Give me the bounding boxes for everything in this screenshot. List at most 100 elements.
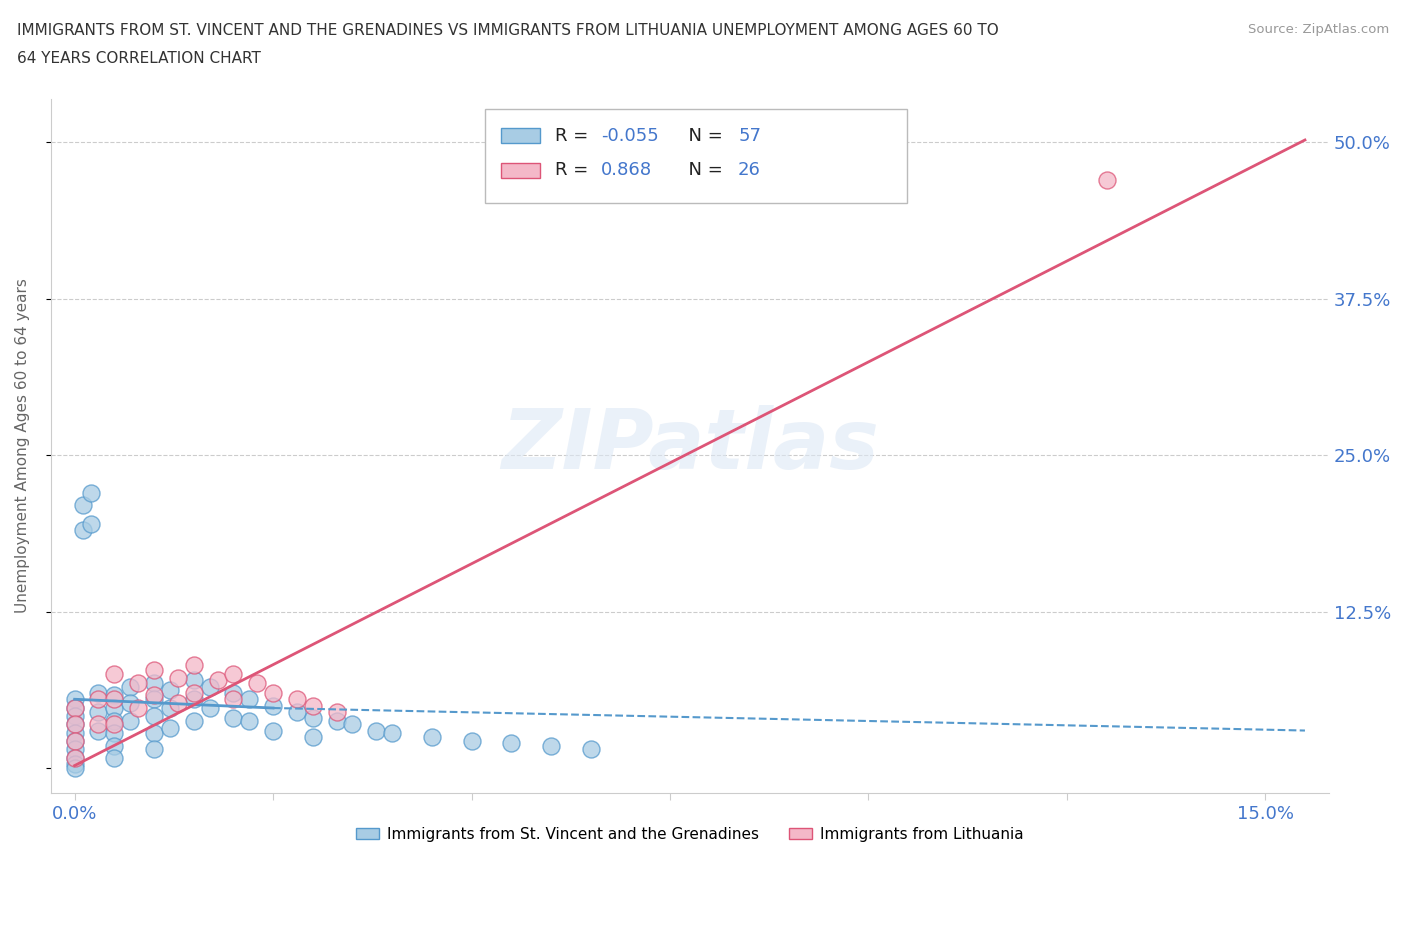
- Point: [63, 692, 86, 707]
- Point: [285, 704, 308, 719]
- Point: [246, 675, 269, 690]
- Text: -0.055: -0.055: [602, 126, 659, 144]
- Point: [63, 717, 86, 732]
- Point: [63, 751, 86, 765]
- Point: [87, 685, 110, 700]
- Point: [143, 708, 166, 723]
- Point: [63, 733, 86, 748]
- Point: [222, 711, 245, 725]
- Point: [207, 673, 229, 688]
- Point: [120, 679, 142, 694]
- Point: [501, 736, 523, 751]
- Point: [540, 738, 562, 753]
- Point: [238, 713, 260, 728]
- Bar: [485, 109, 907, 203]
- Point: [381, 725, 404, 740]
- Point: [103, 713, 125, 728]
- Point: [63, 717, 86, 732]
- Point: [166, 696, 188, 711]
- Point: [143, 742, 166, 757]
- Point: [87, 692, 110, 707]
- Point: [222, 685, 245, 700]
- Point: [79, 517, 101, 532]
- Point: [183, 685, 205, 700]
- Point: [120, 713, 142, 728]
- Point: [183, 673, 205, 688]
- Point: [63, 761, 86, 776]
- Point: [159, 721, 181, 736]
- Text: N =: N =: [676, 161, 728, 179]
- Point: [262, 698, 284, 713]
- Point: [103, 692, 125, 707]
- Point: [301, 729, 323, 744]
- Text: 0.868: 0.868: [602, 161, 652, 179]
- Point: [285, 692, 308, 707]
- Text: ZIPatlas: ZIPatlas: [501, 405, 879, 486]
- Point: [103, 688, 125, 703]
- Point: [127, 700, 149, 715]
- Point: [1095, 173, 1118, 188]
- Point: [183, 713, 205, 728]
- Point: [63, 751, 86, 765]
- Text: 57: 57: [738, 126, 761, 144]
- Point: [166, 671, 188, 685]
- Point: [72, 523, 94, 538]
- Point: [127, 675, 149, 690]
- Text: Source: ZipAtlas.com: Source: ZipAtlas.com: [1249, 23, 1389, 36]
- Point: [87, 724, 110, 738]
- Point: [198, 700, 221, 715]
- Point: [301, 698, 323, 713]
- Point: [63, 725, 86, 740]
- Point: [63, 708, 86, 723]
- Point: [143, 692, 166, 707]
- Point: [301, 711, 323, 725]
- Text: N =: N =: [676, 126, 728, 144]
- Point: [87, 704, 110, 719]
- Point: [143, 725, 166, 740]
- Point: [183, 692, 205, 707]
- Point: [63, 757, 86, 772]
- Point: [63, 700, 86, 715]
- Text: 64 YEARS CORRELATION CHART: 64 YEARS CORRELATION CHART: [17, 51, 260, 66]
- Text: IMMIGRANTS FROM ST. VINCENT AND THE GRENADINES VS IMMIGRANTS FROM LITHUANIA UNEM: IMMIGRANTS FROM ST. VINCENT AND THE GREN…: [17, 23, 998, 38]
- Point: [143, 675, 166, 690]
- Point: [579, 742, 602, 757]
- Point: [103, 725, 125, 740]
- Legend: Immigrants from St. Vincent and the Grenadines, Immigrants from Lithuania: Immigrants from St. Vincent and the Gren…: [350, 820, 1029, 848]
- Point: [63, 700, 86, 715]
- Point: [159, 683, 181, 698]
- Point: [183, 658, 205, 673]
- Point: [63, 742, 86, 757]
- Point: [325, 713, 347, 728]
- Point: [262, 685, 284, 700]
- Point: [238, 692, 260, 707]
- Point: [103, 751, 125, 765]
- Y-axis label: Unemployment Among Ages 60 to 64 years: Unemployment Among Ages 60 to 64 years: [15, 278, 30, 613]
- Bar: [501, 163, 540, 178]
- Point: [103, 717, 125, 732]
- Point: [79, 485, 101, 500]
- Point: [420, 729, 443, 744]
- Point: [143, 688, 166, 703]
- Point: [460, 733, 482, 748]
- Point: [222, 667, 245, 682]
- Point: [198, 679, 221, 694]
- Point: [120, 696, 142, 711]
- Bar: [501, 127, 540, 143]
- Point: [325, 704, 347, 719]
- Point: [103, 738, 125, 753]
- Point: [63, 733, 86, 748]
- Point: [87, 717, 110, 732]
- Point: [159, 700, 181, 715]
- Text: R =: R =: [555, 161, 595, 179]
- Point: [103, 700, 125, 715]
- Point: [366, 724, 388, 738]
- Point: [143, 663, 166, 678]
- Text: R =: R =: [555, 126, 595, 144]
- Point: [103, 667, 125, 682]
- Point: [222, 692, 245, 707]
- Point: [262, 724, 284, 738]
- Point: [72, 498, 94, 512]
- Text: 26: 26: [738, 161, 761, 179]
- Point: [342, 717, 364, 732]
